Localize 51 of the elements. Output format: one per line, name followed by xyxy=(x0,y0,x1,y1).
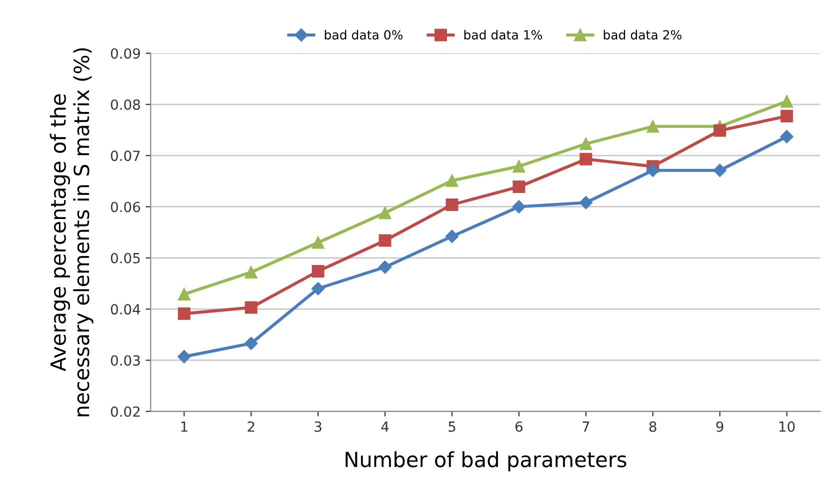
point xyxy=(244,266,258,278)
point xyxy=(579,196,592,210)
y-tick-label: 0.02 xyxy=(110,406,140,417)
point xyxy=(512,160,526,173)
point xyxy=(646,164,660,177)
legend-label: bad data 2% xyxy=(604,30,682,40)
point xyxy=(714,124,726,137)
x-tick-label: 3 xyxy=(314,421,322,432)
x-tick-label: 6 xyxy=(515,421,522,432)
point xyxy=(512,180,526,194)
y-tick-label: 0.08 xyxy=(110,99,140,110)
point xyxy=(713,164,726,177)
point xyxy=(244,336,258,350)
point xyxy=(312,264,324,278)
x-tick-label: 2 xyxy=(248,421,254,432)
y-tick-label: 0.09 xyxy=(110,48,140,59)
x-tick-label: 9 xyxy=(716,421,724,432)
y-axis-title: Average percentage of the necessary elements in S matrix (%) xyxy=(50,48,94,416)
point xyxy=(512,200,526,214)
point xyxy=(178,307,190,320)
point xyxy=(244,301,258,314)
point xyxy=(178,288,190,300)
point xyxy=(580,152,592,166)
x-tick-label: 4 xyxy=(381,422,389,432)
legend-label: bad data 1% xyxy=(464,30,542,40)
point xyxy=(780,130,794,144)
point xyxy=(378,234,392,247)
x-tick-label: 1 xyxy=(181,422,188,432)
x-tick-label: 5 xyxy=(448,422,456,432)
y-tick-label: 0.06 xyxy=(110,202,140,212)
point xyxy=(446,174,458,187)
point xyxy=(311,282,325,296)
point xyxy=(445,230,459,243)
point xyxy=(446,198,458,211)
legend-label: bad data 0% xyxy=(324,30,403,40)
point xyxy=(378,206,392,220)
y-tick-label: 0.07 xyxy=(110,150,140,162)
point xyxy=(780,95,794,108)
x-axis-title: Number of bad parameters xyxy=(346,451,626,472)
point xyxy=(780,110,794,122)
x-tick-label: 7 xyxy=(582,422,590,432)
y-tick-label: 0.05 xyxy=(110,252,140,264)
point xyxy=(178,350,191,364)
point xyxy=(646,120,660,133)
point xyxy=(378,260,392,274)
point xyxy=(312,236,324,249)
x-tick-label: 10 xyxy=(779,421,795,432)
x-tick-label: 8 xyxy=(649,421,656,432)
y-tick-label: 0.03 xyxy=(110,355,140,366)
y-tick-label: 0.04 xyxy=(110,304,140,315)
point xyxy=(580,138,592,150)
